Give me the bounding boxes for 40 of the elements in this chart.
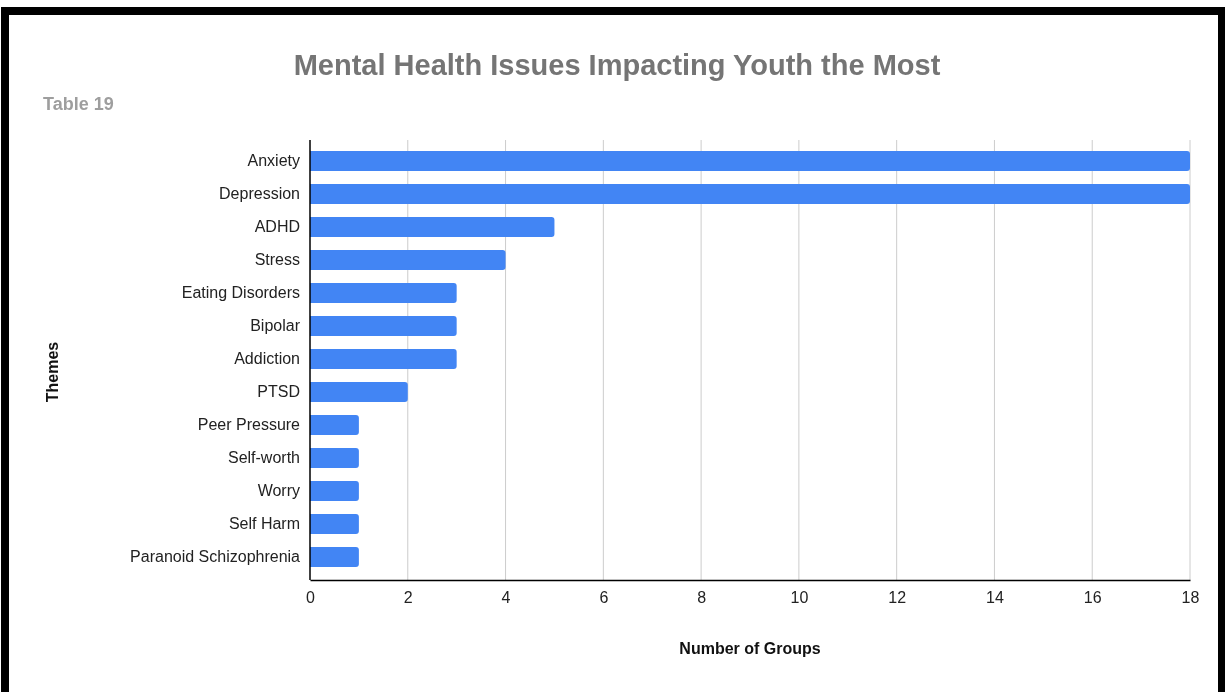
text: Table 19 xyxy=(43,94,114,114)
x-tick-label: 0 xyxy=(306,589,316,607)
bar xyxy=(310,415,359,435)
y-tick-label: Worry xyxy=(257,482,300,500)
bar xyxy=(310,382,408,402)
y-tick-label: Peer Pressure xyxy=(197,416,301,434)
x-tick-label: 12 xyxy=(888,589,907,607)
bar xyxy=(310,250,506,270)
y-tick-label: Self Harm xyxy=(228,515,300,533)
bar xyxy=(310,514,359,534)
bar xyxy=(310,349,457,369)
x-tick-label: 8 xyxy=(697,589,707,607)
x-tick-label: 4 xyxy=(501,589,511,607)
y-tick-label: Anxiety xyxy=(247,152,300,170)
x-axis-title: Number of Groups xyxy=(679,640,821,657)
bar xyxy=(310,184,1190,204)
x-tick-label: 16 xyxy=(1083,589,1102,607)
y-tick-label: Bipolar xyxy=(250,317,301,335)
y-tick-label: Depression xyxy=(219,185,300,203)
bar xyxy=(310,481,359,501)
bar xyxy=(310,151,1190,171)
x-tick-label: 2 xyxy=(403,589,413,607)
y-axis-title: Themes xyxy=(44,341,61,403)
bar xyxy=(310,448,359,468)
bar xyxy=(310,217,555,237)
x-tick-label: 14 xyxy=(986,589,1004,607)
x-tick-label: 18 xyxy=(1181,589,1200,607)
y-tick-label: Self-worth xyxy=(227,449,300,467)
y-tick-label: ADHD xyxy=(254,218,300,236)
x-tick-label: 6 xyxy=(599,589,609,607)
y-tick-label: Eating Disorders xyxy=(181,284,300,302)
chart-title: Mental Health Issues Impacting Youth the Most xyxy=(293,49,941,81)
y-tick-label: Paranoid Schizophrenia xyxy=(130,548,301,566)
bar xyxy=(310,547,359,567)
y-tick-label: Addiction xyxy=(234,350,300,368)
y-tick-label: PTSD xyxy=(257,383,300,401)
bar xyxy=(310,283,457,303)
bar xyxy=(310,316,457,336)
y-tick-label: Stress xyxy=(254,251,300,269)
x-tick-label: 10 xyxy=(790,589,809,607)
